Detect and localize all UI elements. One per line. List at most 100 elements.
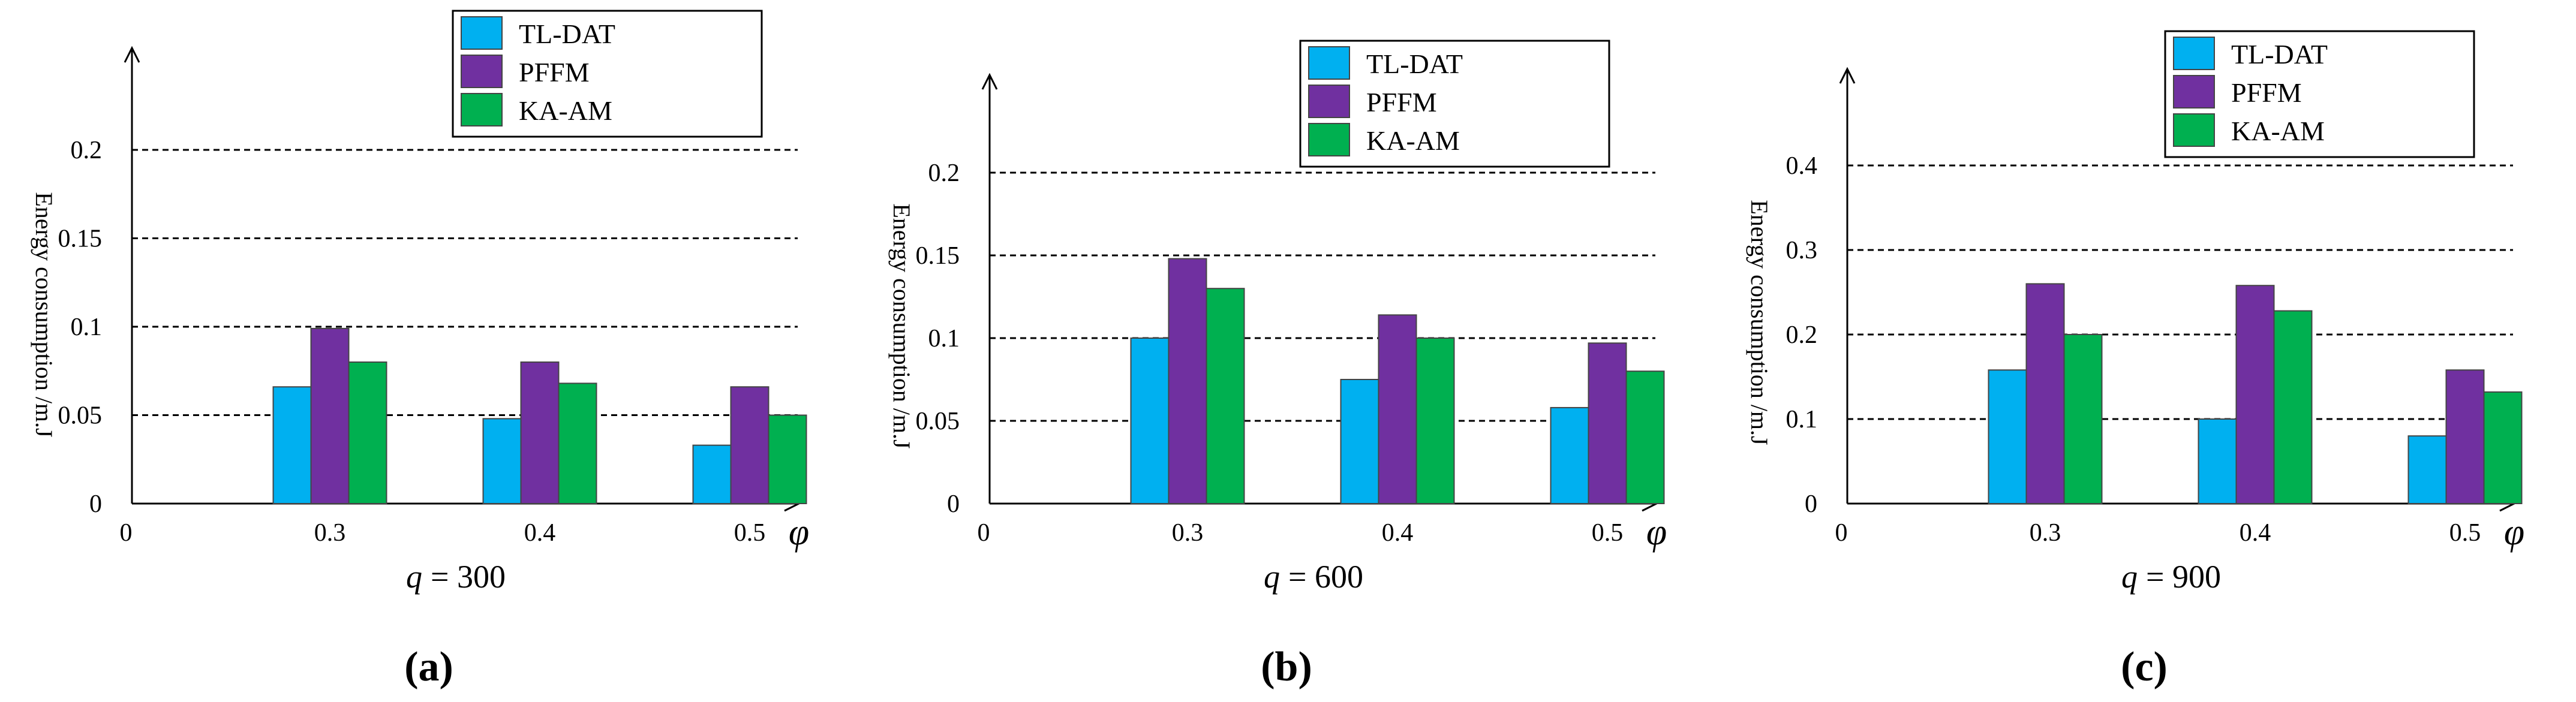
chart-panel-b: 0 0.05 0.1 0.15 0.2 Energy consumption /m.J 0 φ… — [888, 40, 1667, 690]
y-axis-label: Energy consumption /m.J — [888, 203, 915, 448]
y-axis-arrow — [124, 46, 140, 63]
bar-ka-am — [2063, 334, 2103, 504]
x-tick-label: 0.5 — [1592, 519, 1624, 547]
bar-tl-dat — [272, 386, 312, 504]
bar-pffm — [2235, 285, 2275, 504]
y-axis-label: Energy consumption /m.J — [31, 192, 58, 437]
legend-swatch-tl-dat — [1308, 46, 1350, 80]
y-tick-label: 0 — [1805, 490, 1817, 518]
subtitle-value: = 300 — [431, 559, 506, 595]
origin-label: 0 — [120, 519, 133, 547]
legend-swatch-pffm — [461, 55, 503, 88]
bar-pffm — [1168, 258, 1207, 504]
y-tick-label: 0.05 — [916, 408, 960, 435]
bar-tl-dat — [2407, 435, 2447, 505]
bar-pffm — [2445, 369, 2485, 504]
subtitle: q = 900 — [2121, 559, 2221, 595]
panel-label: (c) — [2121, 644, 2168, 690]
bar-pffm — [1588, 342, 1627, 505]
legend-swatch-ka-am — [1308, 123, 1350, 156]
y-tick-label: 0.15 — [916, 242, 960, 270]
y-axis-arrow — [981, 73, 998, 90]
bar-ka-am — [1415, 338, 1455, 504]
legend-label-pffm: PFFM — [1366, 87, 1437, 117]
bar-ka-am — [1625, 370, 1665, 505]
legend-swatch-ka-am — [2173, 113, 2215, 147]
chart-panel-a: 0 0.05 0.1 0.15 0.2 Energy consumption /m.J 0 φ… — [31, 10, 809, 690]
x-tick-label: 0.5 — [2449, 519, 2481, 547]
legend-label-pffm: PFFM — [2231, 77, 2302, 108]
legend-swatch-tl-dat — [461, 16, 503, 50]
x-tick-label: 0.3 — [1172, 519, 1204, 547]
y-tick-label: 0.2 — [71, 137, 103, 164]
legend-label-tl-dat: TL-DAT — [2231, 39, 2328, 70]
y-axis-label: Energy consumption /m.J — [1746, 200, 1773, 445]
x-tick-label: 0.5 — [734, 519, 766, 547]
y-tick-label: 0.4 — [1786, 152, 1818, 180]
x-tick-label: 0.4 — [524, 519, 556, 547]
panel-label: (b) — [1261, 644, 1312, 690]
y-tick-label: 0.05 — [58, 402, 103, 430]
bar-tl-dat — [1340, 379, 1379, 504]
legend-swatch-ka-am — [461, 93, 503, 126]
x-tick-label: 0.4 — [2240, 519, 2271, 547]
bar-tl-dat — [482, 418, 522, 505]
legend-swatch-pffm — [1308, 85, 1350, 118]
subtitle: q = 300 — [406, 559, 506, 595]
y-tick-label: 0.1 — [1786, 406, 1818, 433]
bar-pffm — [310, 327, 350, 504]
bar-ka-am — [1206, 288, 1245, 504]
bar-ka-am — [558, 382, 597, 505]
legend-box — [2164, 30, 2475, 158]
x-axis-label: φ — [789, 512, 809, 553]
legend-label-tl-dat: TL-DAT — [519, 19, 615, 49]
subtitle-value: = 900 — [2146, 559, 2221, 595]
bar-ka-am — [768, 414, 807, 504]
y-tick-label: 0.2 — [1786, 321, 1818, 349]
bar-ka-am — [2273, 310, 2313, 505]
x-tick-label: 0.3 — [314, 519, 346, 547]
subtitle-variable: q — [406, 559, 422, 595]
legend-box — [1299, 40, 1610, 168]
subtitle-value: = 600 — [1288, 559, 1363, 595]
legend-swatch-pffm — [2173, 75, 2215, 109]
bar-tl-dat — [2198, 418, 2237, 504]
y-tick-label: 0.3 — [1786, 237, 1818, 264]
bar-tl-dat — [1988, 369, 2027, 504]
legend-label-tl-dat: TL-DAT — [1366, 49, 1463, 79]
x-tick-label: 0.3 — [2030, 519, 2061, 547]
subtitle: q = 600 — [1264, 559, 1363, 595]
bar-tl-dat — [1550, 406, 1589, 504]
bar-ka-am — [2483, 391, 2523, 504]
origin-label: 0 — [978, 519, 990, 547]
y-tick-label: 0 — [89, 490, 102, 518]
y-tick-label: 0 — [947, 490, 960, 518]
y-tick-label: 0.1 — [71, 314, 103, 341]
y-axis-arrow — [1839, 67, 1856, 84]
legend-label-ka-am: KA-AM — [519, 95, 612, 126]
origin-label: 0 — [1835, 519, 1848, 547]
subtitle-variable: q — [1264, 559, 1280, 595]
bar-tl-dat — [1130, 338, 1170, 504]
bar-pffm — [730, 386, 770, 504]
legend-label-pffm: PFFM — [519, 57, 590, 88]
x-axis-label: φ — [2504, 512, 2524, 553]
subtitle-variable: q — [2121, 559, 2138, 595]
panel-label: (a) — [404, 644, 453, 690]
bar-pffm — [520, 361, 560, 504]
bar-pffm — [1378, 314, 1417, 504]
chart-panel-c: 0 0.1 0.2 0.3 0.4 Energy consumption /m.J 0 φ 0.… — [1746, 30, 2524, 690]
y-tick-label: 0.15 — [58, 225, 103, 253]
x-tick-label: 0.4 — [1382, 519, 1414, 547]
legend-box — [452, 10, 763, 138]
bar-tl-dat — [692, 444, 732, 505]
legend-label-ka-am: KA-AM — [1366, 125, 1460, 156]
bar-pffm — [2025, 283, 2065, 504]
x-axis-label: φ — [1646, 512, 1667, 553]
y-tick-label: 0.2 — [928, 159, 960, 187]
legend-swatch-tl-dat — [2173, 37, 2215, 70]
y-tick-label: 0.1 — [928, 325, 960, 352]
bar-ka-am — [348, 361, 387, 504]
legend-label-ka-am: KA-AM — [2231, 116, 2325, 146]
